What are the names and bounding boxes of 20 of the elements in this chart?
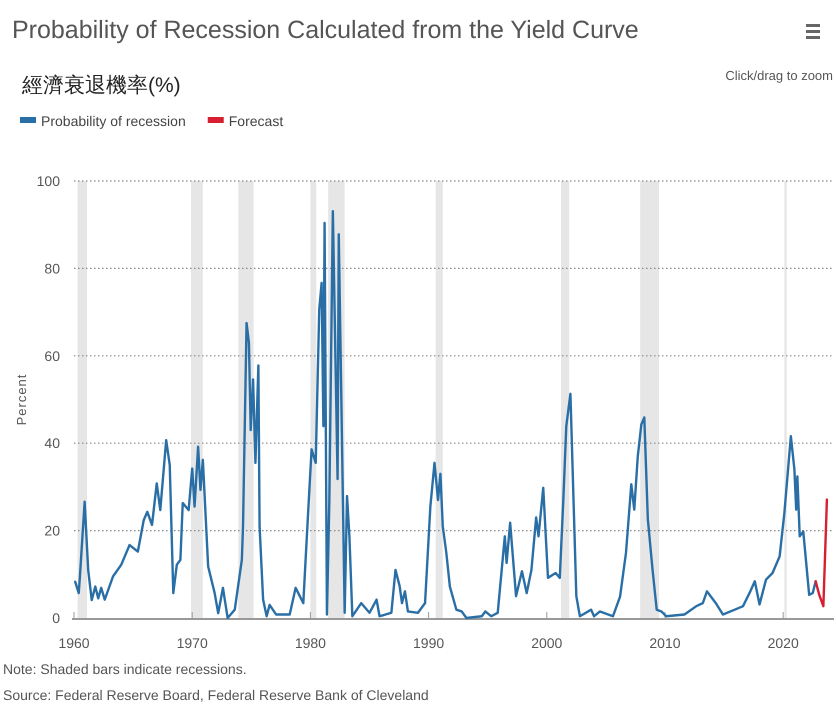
y-tick-label: 80	[44, 260, 60, 276]
y-axis-title: Percent	[14, 374, 29, 426]
legend-label: Forecast	[228, 113, 284, 129]
y-tick-label: 20	[44, 522, 60, 539]
x-tick-label: 1960	[58, 635, 90, 651]
annotation: Click/drag to zoom	[725, 68, 833, 83]
title: Probability of Recession Calculated from the Yield Curve	[12, 16, 639, 44]
annotation: Note: Shaded bars indicate recessions.	[3, 661, 247, 677]
y-tick-label: 100	[36, 173, 60, 189]
x-tick-label: 1990	[413, 635, 444, 651]
x-tick-label: 2010	[649, 635, 681, 651]
x-tick-label: 2020	[768, 635, 799, 651]
annotation: Source: Federal Reserve Board, Federal Reserve Bank of Cleveland	[3, 687, 429, 703]
x-tick-label: 2000	[531, 635, 563, 651]
x-tick-label: 1980	[294, 635, 326, 651]
x-tick-label: 1970	[176, 635, 208, 651]
y-tick-label: 60	[44, 348, 60, 364]
y-tick-label: 0	[52, 610, 60, 626]
subtitle: 經濟衰退機率(%)	[22, 74, 181, 97]
y-tick-label: 40	[44, 435, 60, 452]
